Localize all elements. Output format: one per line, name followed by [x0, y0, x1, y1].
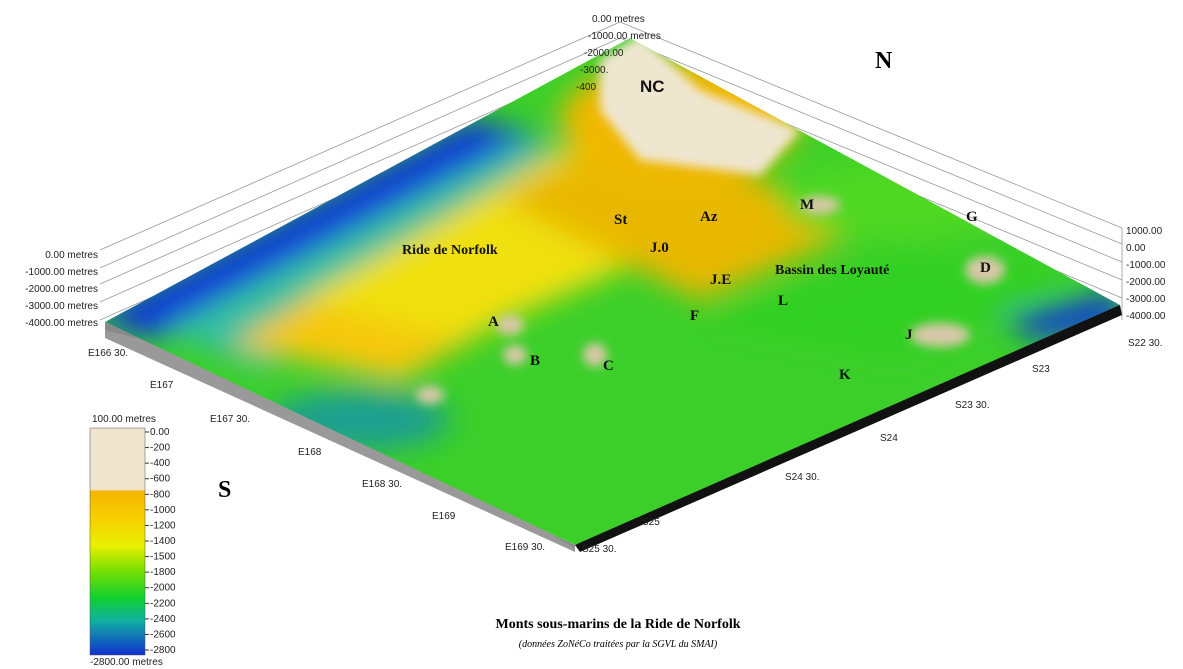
north-label: N — [875, 48, 893, 74]
feature-label: B — [530, 353, 540, 369]
legend-top: 100.00 metres — [92, 414, 156, 425]
depth-axis-label: -3000.00 — [1126, 294, 1166, 305]
longitude-label: E169 — [432, 511, 456, 522]
latitude-label: S24 30. — [785, 472, 819, 483]
feature-label: M — [800, 197, 814, 213]
feature-label: A — [488, 314, 499, 330]
latitude-label: S23 30. — [955, 400, 989, 411]
feature-label: St — [614, 212, 627, 228]
region-label: Ride de Norfolk — [402, 243, 498, 258]
feature-label: F — [690, 308, 699, 324]
feature-label: L — [778, 293, 788, 309]
feature-label: J.E — [710, 272, 731, 288]
legend-tick-label: -2600 — [150, 629, 176, 640]
legend-tick-label: -1800 — [150, 567, 176, 578]
depth-axis-label: -1000.00 metres — [588, 31, 661, 42]
depth-axis-label: -1000.00 metres — [25, 267, 98, 278]
terrain-surface — [90, 35, 1120, 545]
legend-tick-label: -1200 — [150, 520, 176, 531]
terrain-map: 0.00 -200 -400 -600 -800 -1000 -1200 -1400 -1500… — [0, 0, 1183, 669]
depth-axis-label: -2000.00 metres — [25, 284, 98, 295]
legend-colorbar — [90, 428, 145, 655]
legend-tick-label: -1500 — [150, 552, 176, 563]
feature-label: NC — [640, 77, 665, 96]
legend-tick-label: -2200 — [150, 598, 176, 609]
feature-label: K — [839, 367, 851, 383]
region-label: Bassin des Loyauté — [775, 263, 889, 278]
depth-axis-label: -2000.00 — [584, 48, 624, 59]
latitude-label: S22 30. — [1128, 338, 1162, 349]
latitude-label: S25 — [642, 517, 660, 528]
legend-tick-label: -1000 — [150, 505, 176, 516]
legend-tick-label: -800 — [150, 489, 170, 500]
depth-axis-label: -1000.00 — [1126, 260, 1166, 271]
depth-axis-label: 1000.00 — [1126, 226, 1163, 237]
latitude-label: S23 — [1032, 364, 1050, 375]
feature-label: D — [980, 260, 991, 276]
feature-label: J.0 — [650, 240, 669, 256]
depth-axis-label: 0.00 metres — [592, 14, 645, 25]
longitude-label: E166 30. — [88, 348, 128, 359]
longitude-label: E168 — [298, 447, 322, 458]
depth-axis-label: -4000.00 metres — [25, 318, 98, 329]
title: Monts sous-marins de la Ride de Norfolk — [495, 617, 740, 632]
legend-bottom: -2800.00 metres — [90, 657, 163, 668]
longitude-label: E167 30. — [210, 414, 250, 425]
feature-label: G — [966, 209, 978, 225]
depth-axis-label: -4000.00 — [1126, 311, 1166, 322]
latitude-label: S24 — [880, 433, 898, 444]
legend-tick-label: -400 — [150, 458, 170, 469]
legend-tick-label: -200 — [150, 443, 170, 454]
depth-axis-label: -400 — [576, 82, 596, 93]
longitude-label: E169 30. — [505, 542, 545, 553]
latitude-label: S25 30. — [582, 544, 616, 555]
depth-axis-label: 0.00 metres — [45, 250, 98, 261]
longitude-label: E168 30. — [362, 479, 402, 490]
south-label: S — [218, 477, 231, 503]
longitude-label: E167 — [150, 380, 174, 391]
depth-axis-label: -3000. — [580, 65, 608, 76]
feature-label: Az — [700, 209, 718, 225]
depth-axis-label: 0.00 — [1126, 243, 1146, 254]
legend-tick-label: -2800 — [150, 645, 176, 656]
legend-tick-label: -2400 — [150, 614, 176, 625]
subtitle: (données ZoNéCo traitées par la SGVL du … — [519, 639, 718, 650]
legend-tick-label: 0.00 — [150, 427, 170, 438]
legend-tick-label: -1400 — [150, 536, 176, 547]
feature-label: J — [905, 327, 913, 343]
legend-tick-label: -600 — [150, 474, 170, 485]
legend-tick-label: -2000 — [150, 583, 176, 594]
depth-axis-label: -3000.00 metres — [25, 301, 98, 312]
feature-label: C — [603, 358, 614, 374]
depth-axis-label: -2000.00 — [1126, 277, 1166, 288]
legend-ticks: 0.00 -200 -400 -600 -800 -1000 -1200 -1400 -1500… — [145, 427, 176, 656]
